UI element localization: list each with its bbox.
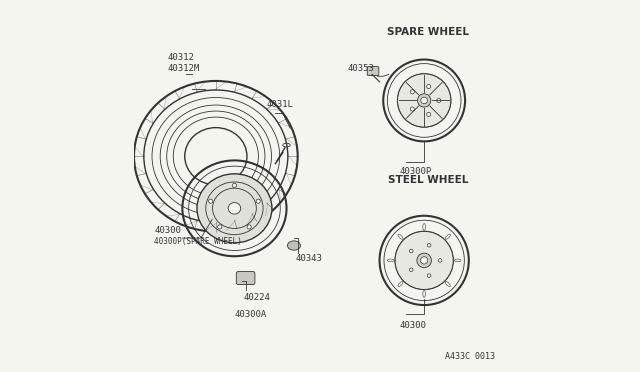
Circle shape — [428, 243, 431, 247]
Text: 40312: 40312 — [168, 53, 195, 62]
Ellipse shape — [423, 224, 426, 230]
Circle shape — [256, 199, 260, 203]
Circle shape — [427, 84, 431, 89]
Ellipse shape — [197, 174, 272, 243]
Ellipse shape — [185, 128, 247, 185]
Text: SPARE WHEEL: SPARE WHEEL — [387, 27, 469, 36]
Circle shape — [427, 112, 431, 116]
Text: 40353: 40353 — [348, 64, 375, 73]
Circle shape — [232, 183, 237, 187]
Circle shape — [218, 225, 222, 229]
FancyBboxPatch shape — [367, 67, 379, 76]
Ellipse shape — [423, 291, 426, 297]
Text: 40300P: 40300P — [400, 167, 432, 176]
Circle shape — [410, 249, 413, 253]
Text: 40300: 40300 — [154, 226, 181, 235]
Circle shape — [417, 94, 431, 107]
Circle shape — [397, 74, 451, 127]
FancyBboxPatch shape — [236, 272, 255, 285]
Text: 40300: 40300 — [400, 321, 427, 330]
Ellipse shape — [287, 241, 300, 250]
Ellipse shape — [454, 259, 461, 262]
Circle shape — [420, 257, 428, 264]
Text: 4031L: 4031L — [266, 100, 293, 109]
Text: 40343: 40343 — [296, 254, 323, 263]
Text: 40300A: 40300A — [234, 310, 267, 319]
Circle shape — [410, 107, 414, 111]
Ellipse shape — [445, 282, 451, 286]
Circle shape — [410, 90, 414, 94]
Ellipse shape — [387, 259, 394, 262]
Ellipse shape — [398, 234, 403, 239]
Ellipse shape — [398, 282, 403, 286]
Ellipse shape — [445, 234, 451, 239]
Circle shape — [428, 274, 431, 278]
Circle shape — [209, 199, 212, 203]
Ellipse shape — [228, 203, 241, 214]
Text: STEEL WHEEL: STEEL WHEEL — [388, 176, 468, 185]
Circle shape — [395, 231, 453, 289]
Circle shape — [436, 99, 441, 103]
Circle shape — [438, 259, 442, 262]
Circle shape — [421, 97, 428, 104]
Circle shape — [410, 268, 413, 272]
Circle shape — [247, 225, 252, 229]
Text: 40224: 40224 — [244, 293, 271, 302]
Text: 40312M: 40312M — [168, 64, 200, 73]
Circle shape — [417, 253, 431, 268]
Text: 40300P(SPARE WHEEL): 40300P(SPARE WHEEL) — [154, 237, 243, 246]
Text: A433C 0013: A433C 0013 — [445, 352, 495, 361]
